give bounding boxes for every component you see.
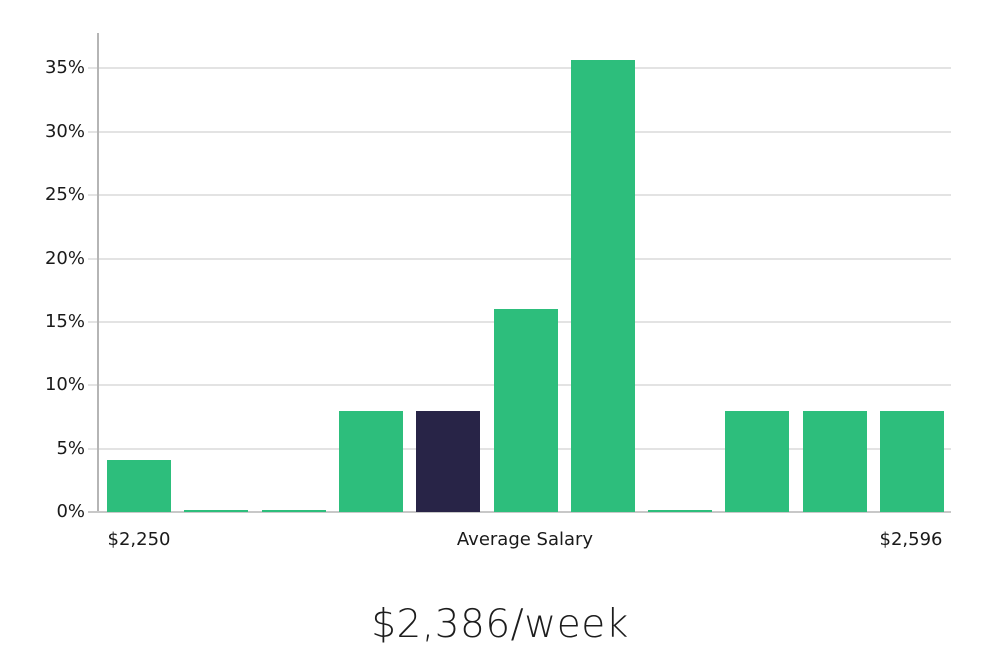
bar [725,410,790,512]
bar [107,460,171,512]
bar [570,59,635,512]
bar [880,410,944,512]
y-tick-label-10pct: 10% [44,374,85,396]
x-axis-baseline [88,511,951,513]
bar-highlight [416,410,481,512]
y-tick-label-0pct: 0% [56,501,85,522]
bar [261,510,326,512]
y-tick-label-35pct: 35% [44,57,85,79]
gridline-30pct [88,130,951,133]
bar [802,410,867,512]
y-tick-label-30pct: 30% [44,120,85,142]
y-axis-line [97,33,99,513]
x-tick-max-salary: $2,596 [879,529,943,550]
bar [338,410,403,512]
gridline-25pct [88,194,951,197]
plot-area: 0% 5% 10% 15% 20% 25% 30% 35% [45,33,951,522]
x-tick-average-salary: Average Salary [456,529,594,550]
y-tick-label-5pct: 5% [56,437,85,459]
average-weekly-salary-caption: $2,386/week [371,602,629,647]
y-tick-label-15pct: 15% [44,310,85,332]
gridline-35pct [88,67,951,70]
x-tick-min-salary: $2,250 [107,529,171,550]
bar [493,309,558,512]
bar [648,510,713,512]
y-tick-label-25pct: 25% [44,184,85,206]
y-tick-label-20pct: 20% [44,247,85,269]
bar [184,510,249,512]
gridline-20pct [88,257,951,260]
